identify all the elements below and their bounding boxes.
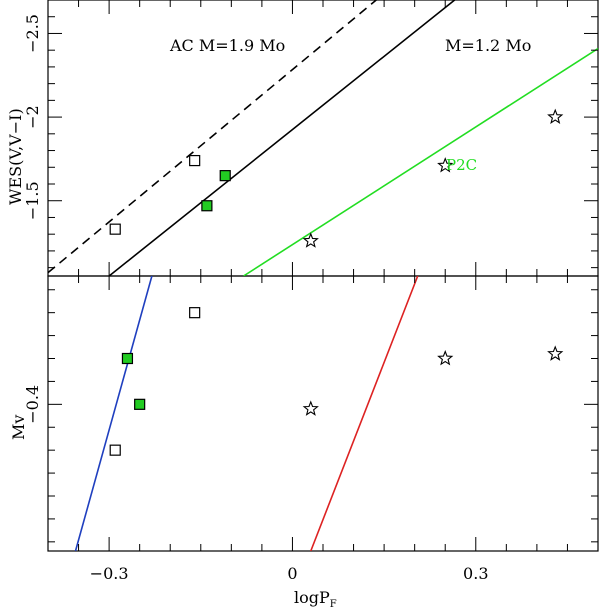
top-star-point — [437, 157, 454, 173]
top-filled-square-point — [201, 200, 213, 212]
top-y-tick-label: −2.5 — [23, 14, 42, 53]
bottom-open-square-point — [109, 444, 121, 456]
top-filled-square-point — [219, 170, 231, 182]
top-line-0 — [48, 0, 378, 274]
x-tick-label: 0 — [287, 564, 297, 583]
top-y-tick-label: −2 — [23, 105, 42, 129]
top-open-square-point — [189, 154, 201, 167]
top-line-1 — [108, 0, 456, 276]
annotation-p2c: P2C — [446, 156, 477, 174]
bottom-line-1 — [310, 276, 419, 551]
bottom-filled-square-point — [134, 398, 146, 410]
top-star-point — [547, 108, 564, 124]
top-y-axis-label: WES(V,V−I) — [6, 108, 25, 205]
bottom-y-tick-label: −0.4 — [23, 385, 42, 424]
top-open-square-point — [109, 223, 121, 235]
bottom-open-square-point — [189, 307, 201, 319]
x-axis-label: logPF — [294, 588, 337, 610]
top-line-2 — [243, 47, 598, 276]
bottom-panel-frame — [47, 275, 599, 552]
bottom-y-axis-label: Mv — [9, 415, 28, 440]
x-axis-label-subscript: F — [330, 599, 337, 610]
annotation-m12-mass: M=1.2 Mo — [445, 36, 531, 55]
bottom-line-0 — [74, 276, 153, 551]
x-tick-label: −0.3 — [90, 564, 129, 583]
x-axis-label-main: logP — [294, 588, 330, 607]
bottom-star-point — [547, 345, 564, 361]
x-tick-label: 0.3 — [463, 564, 488, 583]
top-star-point — [302, 232, 319, 248]
top-y-tick-label: −1.5 — [23, 181, 42, 220]
bottom-star-point — [437, 349, 454, 366]
bottom-filled-square-point — [121, 352, 134, 365]
annotation-ac-mass: AC M=1.9 Mo — [169, 36, 285, 55]
bottom-star-point — [302, 400, 319, 416]
